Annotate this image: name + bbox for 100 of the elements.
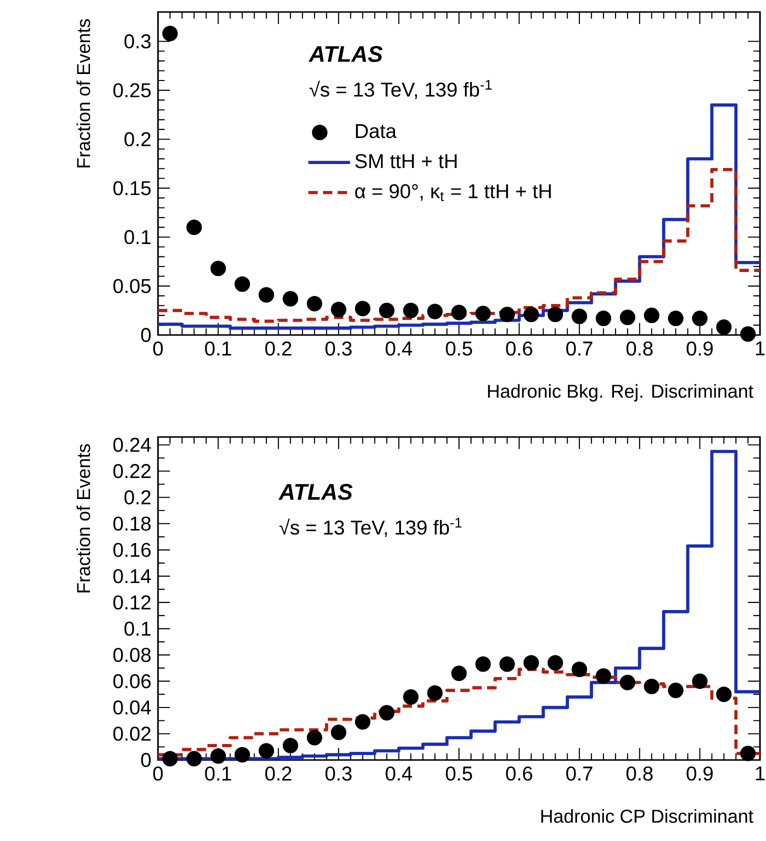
point xyxy=(668,682,684,698)
point xyxy=(258,743,274,759)
x-axis-title: Hadronic CP Discriminant xyxy=(541,809,754,823)
point xyxy=(740,326,756,342)
point xyxy=(668,310,684,326)
y-tick-label: 0.1 xyxy=(124,230,151,244)
point xyxy=(572,308,588,324)
y-tick-label: 0.3 xyxy=(124,34,151,48)
x-tick-label: 0.5 xyxy=(446,341,472,356)
point xyxy=(548,655,564,671)
point xyxy=(234,276,250,292)
annotation: √s = 13 TeV, 139 fb$^{-1}$ xyxy=(279,518,462,538)
y-axis-title: Fraction of Events xyxy=(76,19,90,168)
point xyxy=(620,674,636,690)
y-tick-label: 0.05 xyxy=(113,278,151,294)
point xyxy=(475,306,491,322)
point xyxy=(572,662,588,678)
x-tick-label: 0 xyxy=(153,766,163,781)
legend-label: Data xyxy=(356,124,397,138)
point xyxy=(234,747,250,762)
y-tick-label: 0.1 xyxy=(124,622,151,636)
point xyxy=(644,308,660,324)
x-tick-label: 0.5 xyxy=(446,766,472,781)
y-tick-label: 0.2 xyxy=(124,132,151,146)
point xyxy=(548,306,564,322)
point xyxy=(524,655,539,671)
x-tick-label: 0.6 xyxy=(506,341,532,356)
y-tick-label: 0.25 xyxy=(113,83,151,98)
y-tick-label: 0.02 xyxy=(113,726,151,741)
point xyxy=(354,714,370,730)
point xyxy=(524,306,539,322)
point xyxy=(403,689,419,705)
y-axis-title: Fraction of Events xyxy=(76,444,90,592)
x-tick-label: 0.2 xyxy=(265,341,292,356)
x-tick-label: 0.4 xyxy=(386,341,412,356)
x-tick-label: 0.9 xyxy=(686,766,713,781)
point xyxy=(716,319,732,335)
annotation: ATLAS xyxy=(278,484,353,500)
annotation: √s = 13 TeV, 139 fb$^{-1}$ xyxy=(309,80,492,100)
point xyxy=(282,291,298,307)
y-tick-label: 0.2 xyxy=(124,490,151,504)
point xyxy=(716,686,732,702)
point xyxy=(475,656,491,672)
point xyxy=(210,260,226,276)
point xyxy=(403,302,419,318)
y-tick-label: 0.15 xyxy=(113,181,151,196)
point xyxy=(451,304,467,320)
point xyxy=(499,306,515,322)
y-tick-label: 0.18 xyxy=(113,516,151,531)
x-tick-label: 0.1 xyxy=(205,766,232,781)
y-tick-label: 0.06 xyxy=(113,674,151,688)
x-axis-title: Hadronic Bkg. Rej. Discriminant xyxy=(488,384,754,402)
point xyxy=(258,287,274,303)
x-tick-label: 0.7 xyxy=(566,341,592,356)
point xyxy=(210,748,226,764)
x-tick-label: 0.4 xyxy=(386,766,412,781)
x-tick-label: 1 xyxy=(756,766,765,780)
point xyxy=(596,310,612,326)
point xyxy=(186,220,202,236)
x-tick-label: 0.9 xyxy=(686,341,713,356)
point xyxy=(282,738,298,754)
point xyxy=(306,730,322,746)
x-tick-label: 0.2 xyxy=(265,766,292,781)
y-tick-label: 0.22 xyxy=(113,464,151,478)
y-tick-label: 0.24 xyxy=(113,438,151,452)
y-tick-label: 0 xyxy=(141,752,151,768)
point xyxy=(451,666,467,682)
point xyxy=(379,302,394,318)
x-tick-label: 0.1 xyxy=(205,341,232,356)
point xyxy=(330,724,346,740)
point xyxy=(162,26,178,42)
x-tick-label: 0.7 xyxy=(566,766,592,781)
point xyxy=(330,302,346,318)
legend-label: α = 90°, κ$_{t}$ = 1 ttH + tH xyxy=(355,184,551,202)
point xyxy=(644,678,660,694)
point xyxy=(427,304,443,320)
x-tick-label: 0.3 xyxy=(325,341,352,356)
point xyxy=(620,310,636,326)
point xyxy=(596,668,612,684)
y-tick-label: 0 xyxy=(141,328,151,342)
y-tick-label: 0.12 xyxy=(113,595,151,610)
x-tick-label: 0.3 xyxy=(325,766,352,781)
x-tick-label: 0.8 xyxy=(626,766,653,781)
point xyxy=(740,746,756,762)
legend-label: SM ttH + tH xyxy=(355,154,457,168)
point xyxy=(427,685,443,701)
point xyxy=(379,704,394,720)
point xyxy=(354,300,370,316)
y-tick-label: 0.16 xyxy=(113,542,151,557)
x-tick-label: 0.8 xyxy=(626,341,653,356)
y-tick-label: 0.04 xyxy=(113,700,151,715)
x-tick-label: 1 xyxy=(756,341,765,356)
point xyxy=(692,673,708,689)
point xyxy=(499,656,515,672)
point xyxy=(186,750,202,766)
x-tick-label: 0 xyxy=(153,341,163,356)
annotation: ATLAS xyxy=(308,46,383,62)
point xyxy=(306,296,322,312)
y-tick-label: 0.08 xyxy=(113,648,151,662)
point xyxy=(692,310,708,326)
